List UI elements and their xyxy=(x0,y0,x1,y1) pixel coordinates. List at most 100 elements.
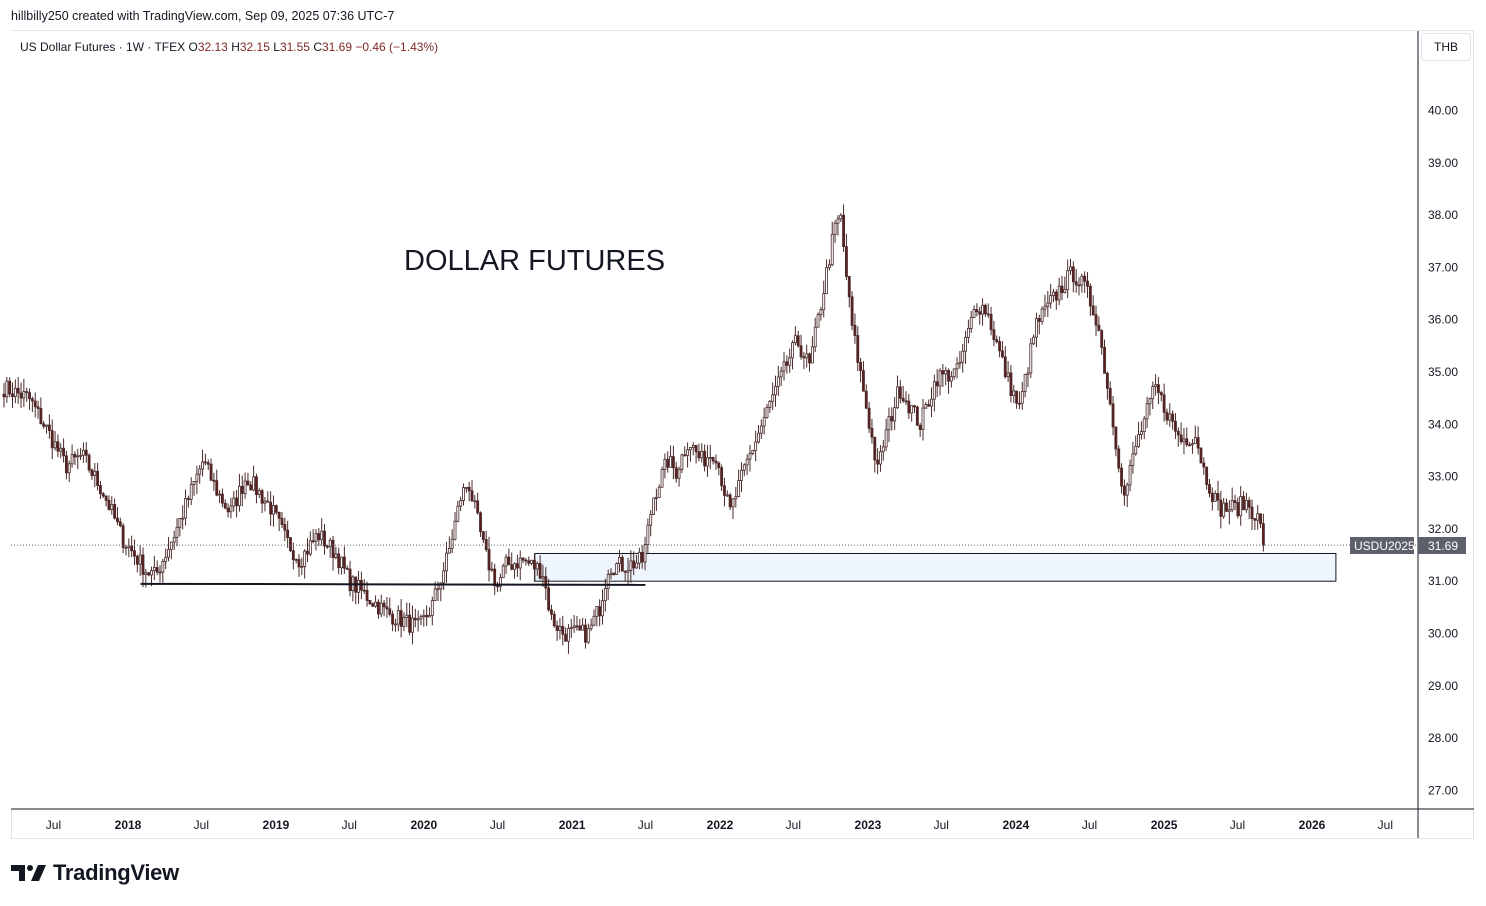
candle xyxy=(1054,289,1058,310)
candle-body-up xyxy=(541,576,545,579)
candle xyxy=(839,213,843,222)
candle xyxy=(890,407,894,431)
candle-body-up xyxy=(966,327,970,338)
symbol-name[interactable]: US Dollar Futures · 1W · TFEX xyxy=(20,40,186,54)
candle xyxy=(1193,425,1197,444)
time-axis[interactable]: Jul 2018 Jul 2019 Jul 2020 Jul 2021 Jul 2022 Jul 20… xyxy=(46,818,1393,832)
candle xyxy=(898,379,902,404)
candle xyxy=(1040,306,1044,325)
candle xyxy=(856,326,860,372)
candle xyxy=(896,375,899,410)
candle-body-down xyxy=(1236,502,1240,517)
candle-body-down xyxy=(870,427,874,438)
candle-body-down xyxy=(362,589,366,592)
candle xyxy=(1154,374,1158,396)
candle xyxy=(530,559,534,566)
candle-body-down xyxy=(986,313,990,316)
candle xyxy=(958,350,962,369)
x-tick-label: Jul xyxy=(638,818,653,832)
close-value: 31.69 xyxy=(321,40,353,54)
candle-body-down xyxy=(941,370,945,375)
candle xyxy=(399,599,403,638)
chart-annotation: DOLLAR FUTURES xyxy=(404,245,665,277)
candle xyxy=(1037,314,1041,335)
candle-body-down xyxy=(1097,324,1101,332)
x-tick-label: Jul xyxy=(490,818,505,832)
candle xyxy=(283,517,287,542)
candle xyxy=(388,597,392,617)
candle xyxy=(493,563,497,595)
candle-body-down xyxy=(342,556,346,569)
candle-body-up xyxy=(127,545,131,548)
candle-body-up xyxy=(201,461,204,470)
candle-body-down xyxy=(671,456,675,469)
candle-body-down xyxy=(1205,466,1209,485)
currency-button[interactable]: THB xyxy=(1421,33,1471,61)
candle-body-up xyxy=(944,369,948,375)
candle-body-down xyxy=(1179,434,1183,443)
candle-body-up xyxy=(581,624,585,631)
candle-body-down xyxy=(856,335,860,363)
candle-body-up xyxy=(740,469,743,481)
candle-body-up xyxy=(700,450,704,459)
candle-body-up xyxy=(893,407,897,422)
candle xyxy=(1046,290,1050,318)
candle-body-up xyxy=(652,497,655,515)
candle xyxy=(1029,338,1033,378)
candle xyxy=(944,367,948,386)
candle xyxy=(731,498,735,519)
tradingview-brand[interactable]: TradingView xyxy=(11,860,179,886)
candle-body-down xyxy=(481,531,485,540)
candle xyxy=(1259,513,1262,529)
candle-body-up xyxy=(1032,336,1036,345)
candle xyxy=(720,464,724,491)
candle xyxy=(53,431,57,451)
candle-body-down xyxy=(56,441,60,452)
plot-area[interactable] xyxy=(11,31,1418,809)
candle-body-up xyxy=(649,514,653,526)
candle xyxy=(490,561,494,573)
candle xyxy=(357,570,360,604)
candle-body-up xyxy=(569,627,573,629)
candle xyxy=(13,379,17,404)
x-tick-label: 2019 xyxy=(263,818,290,832)
candle xyxy=(138,545,142,576)
y-tick-label: 30.00 xyxy=(1428,627,1458,641)
candle-body-down xyxy=(1091,305,1095,316)
candle xyxy=(1202,457,1206,475)
candle xyxy=(240,475,244,507)
symbol-legend[interactable]: US Dollar Futures · 1W · TFEX O32.13 H32… xyxy=(20,40,438,54)
candle xyxy=(260,488,264,514)
candle-body-up xyxy=(1049,295,1053,304)
candle xyxy=(643,536,647,571)
support-zone[interactable] xyxy=(534,552,1337,582)
candle-body-up xyxy=(303,550,307,567)
support-trendline[interactable] xyxy=(140,582,646,586)
candle-body-up xyxy=(757,432,760,443)
candle xyxy=(1120,463,1123,494)
candle xyxy=(1256,505,1260,530)
price-axis[interactable]: 40.00 39.00 38.00 37.00 36.00 35.00 34.00 33.00… xyxy=(1428,104,1458,798)
y-tick-label: 32.00 xyxy=(1428,522,1458,536)
candle xyxy=(246,472,250,486)
candle-body-up xyxy=(45,424,48,427)
y-tick-label: 29.00 xyxy=(1428,679,1458,693)
candle xyxy=(1139,421,1143,440)
candle-body-up xyxy=(609,572,613,575)
candle xyxy=(796,330,800,348)
candle-body-down xyxy=(717,462,721,469)
candle-body-down xyxy=(1108,387,1112,405)
candle xyxy=(280,512,284,529)
candle-body-up xyxy=(1131,453,1135,466)
candle xyxy=(949,371,953,388)
candle xyxy=(422,609,426,627)
candle-body-up xyxy=(229,505,233,513)
candle-body-down xyxy=(532,559,536,570)
candle xyxy=(294,558,298,564)
candle-body-up xyxy=(981,304,984,315)
candle-body-down xyxy=(118,521,122,527)
candle-body-up xyxy=(184,498,187,519)
candle-body-down xyxy=(206,462,210,465)
candle xyxy=(748,444,752,472)
